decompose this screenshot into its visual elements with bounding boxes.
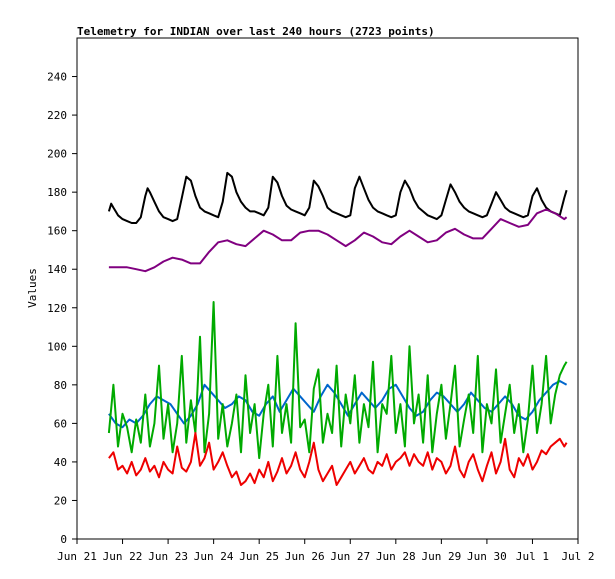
y-tick-label: 120 xyxy=(47,302,67,315)
y-tick-label: 0 xyxy=(60,533,67,546)
y-axis: 0 20 40 60 80 100 120 140 160 180 200 220 240 xyxy=(47,71,77,546)
x-tick-label: Jul 1 xyxy=(516,550,549,563)
x-tick-label: Jun 21 xyxy=(57,550,97,563)
x-tick-label: Jun 25 xyxy=(239,550,279,563)
y-tick-label: 240 xyxy=(47,71,67,84)
y-tick-label: 40 xyxy=(54,456,67,469)
x-tick-label: Jun 29 xyxy=(421,550,461,563)
x-tick-label: Jul 2 xyxy=(561,550,594,563)
y-tick-label: 200 xyxy=(47,148,67,161)
x-tick-label: Jun 30 xyxy=(467,550,507,563)
x-tick-label: Jun 26 xyxy=(285,550,325,563)
y-tick-label: 160 xyxy=(47,225,67,238)
series-line-1 xyxy=(108,208,568,273)
x-tick-label: Jun 23 xyxy=(148,550,188,563)
y-tick-label: 140 xyxy=(47,263,67,276)
series-line-3 xyxy=(107,301,568,460)
plot-frame xyxy=(76,37,579,540)
y-tick-label: 60 xyxy=(54,417,67,430)
y-tick-label: 100 xyxy=(47,340,67,353)
y-tick-label: 220 xyxy=(47,109,67,122)
y-tick-label: 80 xyxy=(54,379,67,392)
series-line-0 xyxy=(107,171,568,224)
x-axis: Jun 21 Jun 22 Jun 23 Jun 24 Jun 25 Jun 26 Jun … xyxy=(57,539,595,563)
x-tick-label: Jun 28 xyxy=(376,550,416,563)
x-tick-label: Jun 27 xyxy=(330,550,370,563)
series-line-4 xyxy=(108,432,568,486)
x-tick-label: Jun 22 xyxy=(103,550,143,563)
y-tick-label: 180 xyxy=(47,186,67,199)
y-axis-label: Values xyxy=(26,268,39,308)
series-layer xyxy=(107,171,568,486)
chart-title: Telemetry for INDIAN over last 240 hours… xyxy=(77,25,435,38)
y-tick-label: 20 xyxy=(54,494,67,507)
x-tick-label: Jun 24 xyxy=(194,550,234,563)
